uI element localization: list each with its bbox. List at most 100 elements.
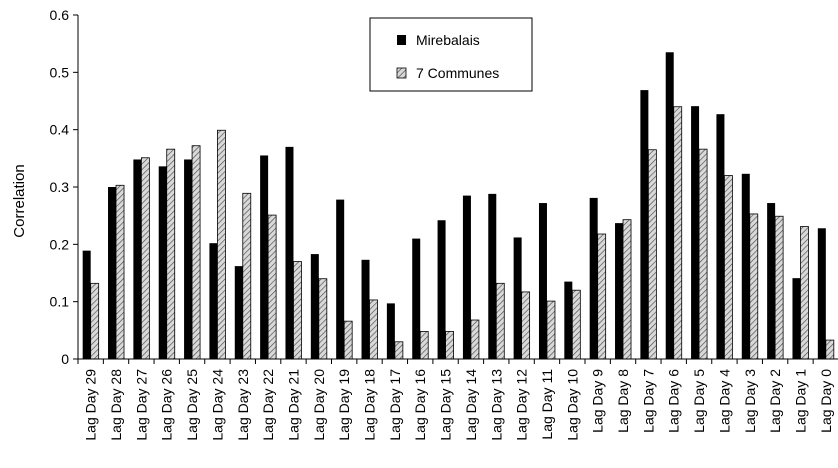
x-axis: Lag Day 29 Lag Day 28 Lag Day 27 Lag Day 26… [77,358,838,441]
bar-7-communes [419,331,429,360]
x-tick-label: Lag Day 28 [108,369,124,441]
bar-7-communes [369,299,378,360]
bar-7-communes [445,331,454,360]
bar-7-communes [495,282,505,360]
x-tick-label: Lag Day 11 [539,369,555,440]
bar-7-communes [293,261,302,360]
bar-mirebalais [538,203,547,359]
bar-mirebalais [386,303,395,359]
bar-mirebalais [209,243,218,359]
bar-mirebalais [817,228,826,359]
x-tick-label: Lag Day 9 [590,369,606,433]
x-tick-label: Lag Day 10 [564,369,580,441]
bar-7-communes [825,339,835,360]
bar-mirebalais [462,195,471,359]
x-tick-label: Lag Day 21 [285,369,301,441]
bar-7-communes [774,215,784,360]
bar-7-communes [698,148,708,360]
bar-mirebalais [640,90,649,360]
bar-7-communes [470,319,480,360]
bar-7-communes [622,219,632,360]
bar-mirebalais [260,155,269,359]
x-tick-label: Lag Day 19 [336,369,352,441]
bar-mirebalais [361,259,370,359]
bar-mirebalais [741,173,750,359]
bar-mirebalais [767,203,776,359]
legend-swatch-mirebalais [397,35,406,45]
bar-mirebalais [310,254,319,359]
bar-mirebalais [184,159,193,359]
bar-7-communes [191,145,201,360]
bar-mirebalais [82,250,91,359]
bar-7-communes [597,233,607,360]
x-tick-label: Lag Day 20 [311,369,327,441]
x-tick-label: Lag Day 14 [463,369,479,441]
x-tick-label: Lag Day 0 [818,369,834,433]
bar-mirebalais [285,146,294,359]
x-tick-label: Lag Day 8 [615,369,631,433]
y-tick-label: 0.4 [50,122,70,138]
x-tick-label: Lag Day 7 [640,369,656,433]
legend: Mirebalais 7 Communes [369,17,533,92]
x-tick-label: Lag Day 4 [716,369,732,433]
bar-mirebalais [336,199,345,359]
y-axis-title: Correlation [11,164,28,237]
bar-7-communes [749,213,759,360]
bar-7-communes [800,226,809,360]
x-tick-label: Lag Day 15 [438,369,454,441]
x-tick-label: Lag Day 3 [742,369,758,433]
x-tick-label: Lag Day 6 [666,369,682,433]
bar-7-communes [724,175,733,360]
bar-mirebalais [792,278,801,359]
bar-mirebalais [716,114,725,359]
bar-mirebalais [615,223,624,359]
bar-7-communes [217,129,226,360]
x-tick-label: Lag Day 13 [488,369,504,441]
legend-label-mirebalais: Mirebalais [416,32,480,48]
x-tick-label: Lag Day 2 [767,369,783,433]
bar-7-communes [394,341,404,360]
bar-series-group [82,52,835,360]
legend-label-7-communes: 7 Communes [416,65,499,81]
x-tick-label: Lag Day 29 [83,369,99,441]
bar-mirebalais [234,266,243,359]
bar-mirebalais [133,159,142,359]
legend-swatch-7-communes [396,67,407,79]
bar-mirebalais [589,197,598,359]
y-tick-label: 0 [61,351,69,367]
bar-7-communes [521,291,531,360]
bar-7-communes [318,278,328,360]
bar-7-communes [343,320,353,360]
y-tick-label: 0.5 [50,64,70,80]
bar-mirebalais [412,238,421,359]
bar-mirebalais [564,281,573,359]
bar-7-communes [242,192,252,360]
y-tick-label: 0.1 [50,294,70,310]
x-tick-label: Lag Day 16 [412,369,428,441]
bar-mirebalais [513,237,522,359]
bar-mirebalais [108,187,117,359]
bar-mirebalais [665,52,674,360]
x-tick-label: Lag Day 12 [514,369,530,441]
x-tick-label: Lag Day 26 [159,369,175,441]
x-tick-label: Lag Day 25 [184,369,200,441]
bar-7-communes [673,106,683,360]
bar-mirebalais [488,193,497,359]
y-tick-label: 0.6 [50,7,70,23]
bar-7-communes [115,184,125,360]
x-tick-label: Lag Day 18 [362,369,378,441]
bar-7-communes [546,300,556,360]
x-tick-label: Lag Day 22 [260,369,276,441]
x-tick-label: Lag Day 5 [691,369,707,433]
y-tick-label: 0.3 [50,179,70,195]
bar-7-communes [647,149,657,360]
x-tick-label: Lag Day 17 [387,369,403,441]
bar-7-communes [90,282,100,360]
x-tick-label: Lag Day 23 [235,369,251,441]
bar-mirebalais [691,106,700,359]
bar-mirebalais [158,166,167,359]
bar-7-communes [166,148,176,360]
x-tick-label: Lag Day 24 [209,369,225,441]
y-axis: 0 0.1 0.2 0.3 0.4 0.5 0.6 [50,7,79,367]
